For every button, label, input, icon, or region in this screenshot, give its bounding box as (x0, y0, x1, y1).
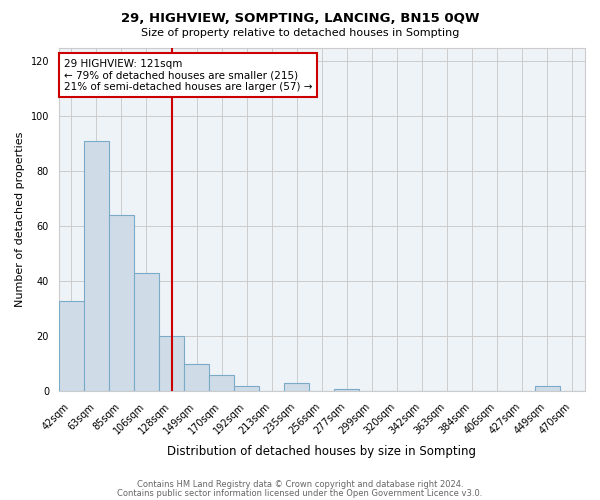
X-axis label: Distribution of detached houses by size in Sompting: Distribution of detached houses by size … (167, 444, 476, 458)
Text: Contains public sector information licensed under the Open Government Licence v3: Contains public sector information licen… (118, 489, 482, 498)
Text: Contains HM Land Registry data © Crown copyright and database right 2024.: Contains HM Land Registry data © Crown c… (137, 480, 463, 489)
Text: Size of property relative to detached houses in Sompting: Size of property relative to detached ho… (141, 28, 459, 38)
Bar (334, 388, 359, 392)
Bar (234, 386, 259, 392)
Bar (134, 273, 159, 392)
Bar (284, 383, 310, 392)
Text: 29 HIGHVIEW: 121sqm
← 79% of detached houses are smaller (215)
21% of semi-detac: 29 HIGHVIEW: 121sqm ← 79% of detached ho… (64, 58, 312, 92)
Y-axis label: Number of detached properties: Number of detached properties (15, 132, 25, 307)
Text: 29, HIGHVIEW, SOMPTING, LANCING, BN15 0QW: 29, HIGHVIEW, SOMPTING, LANCING, BN15 0Q… (121, 12, 479, 26)
Bar (159, 336, 184, 392)
Bar (84, 141, 109, 392)
Bar (59, 300, 84, 392)
Bar (209, 375, 234, 392)
Bar (535, 386, 560, 392)
Bar (109, 216, 134, 392)
Bar (184, 364, 209, 392)
